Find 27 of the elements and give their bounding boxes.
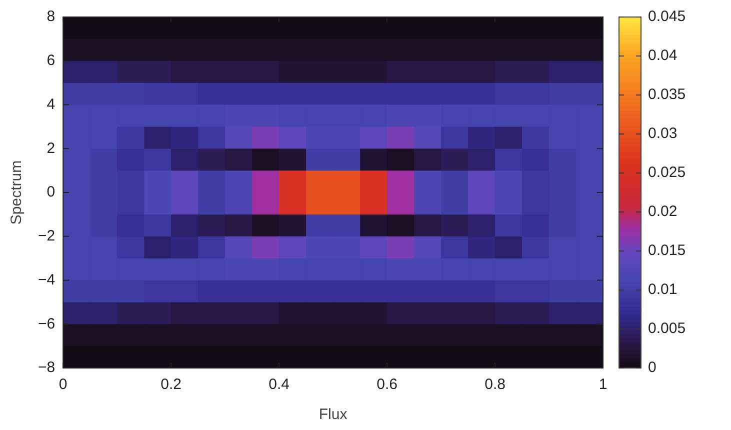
color-bar-label: 0.04 bbox=[648, 47, 678, 64]
y-tick-label: 4 bbox=[46, 96, 56, 113]
x-tick-label: 0.2 bbox=[160, 376, 182, 394]
color-bar-label: 0 bbox=[648, 359, 656, 376]
color-bar-label: 0.005 bbox=[648, 320, 686, 338]
y-tick-label: −8 bbox=[38, 359, 56, 376]
y-tick-label: −6 bbox=[38, 315, 56, 332]
y-tick-label: −2 bbox=[38, 228, 56, 245]
color-bar-label: 0.045 bbox=[648, 8, 686, 26]
y-tick-label: 2 bbox=[46, 140, 56, 157]
x-tick-label: 0.4 bbox=[268, 376, 290, 394]
x-tick-label: 1 bbox=[598, 376, 608, 394]
x-tick-label: 0.8 bbox=[484, 376, 506, 394]
color-bar-label: 0.035 bbox=[648, 86, 686, 104]
color-bar-label: 0.02 bbox=[648, 203, 678, 220]
color-bar-label: 0.01 bbox=[648, 281, 678, 298]
x-axis-title: Flux bbox=[318, 406, 348, 424]
color-bar-label: 0.015 bbox=[648, 242, 686, 260]
color-bar-label: 0.03 bbox=[648, 125, 678, 142]
x-tick-label: 0.6 bbox=[376, 376, 398, 394]
y-tick-label: 6 bbox=[46, 52, 56, 70]
x-tick-label: 0 bbox=[58, 376, 68, 394]
y-tick-label: −4 bbox=[38, 271, 56, 288]
y-axis-title: Spectrum bbox=[8, 160, 26, 225]
y-tick-label: 8 bbox=[46, 8, 56, 26]
color-bar-label: 0.025 bbox=[648, 164, 686, 182]
y-tick-label: 0 bbox=[46, 184, 56, 201]
